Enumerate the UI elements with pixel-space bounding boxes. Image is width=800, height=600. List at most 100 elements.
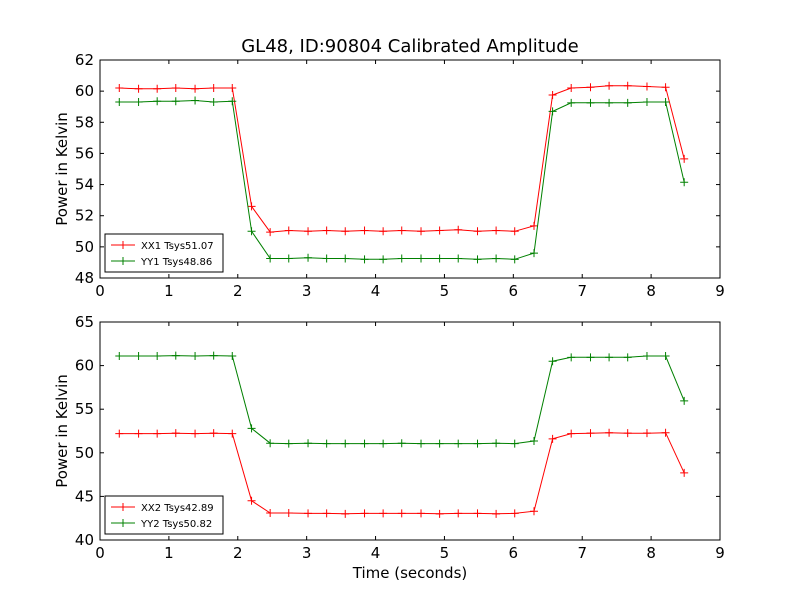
legend-marker-swatch [119,519,127,527]
data-point-marker [153,429,162,438]
data-point-marker [304,509,313,518]
data-point-marker [115,429,124,438]
data-point-marker [304,253,313,262]
data-point-marker [153,84,162,93]
data-point-marker [171,84,180,93]
legend-entry-label: XX2 Tsys42.89 [141,503,214,514]
data-point-marker [304,439,313,448]
data-point-marker [454,254,463,263]
x-tick-label: 2 [233,282,243,300]
data-point-marker [435,439,444,448]
data-point-marker [435,254,444,263]
x-tick-label: 6 [509,544,519,562]
data-point-marker [417,254,426,263]
data-point-marker [209,429,218,438]
data-point-marker [642,429,651,438]
data-point-marker [134,352,143,361]
y-tick-label: 60 [75,82,94,100]
data-point-marker [397,509,406,518]
y-tick-label: 65 [75,313,94,331]
data-point-marker [191,352,200,361]
data-point-marker [623,429,632,438]
x-tick-label: 0 [95,544,105,562]
legend: XX2 Tsys42.89 YY2 Tsys50.82 [104,495,224,535]
x-tick-label: 4 [371,544,381,562]
data-point-marker [510,255,519,264]
data-point-marker [171,429,180,438]
data-point-marker [567,98,576,107]
data-point-marker [209,98,218,107]
x-tick-label: 8 [646,282,656,300]
data-point-marker [454,225,463,234]
data-point-marker [454,439,463,448]
data-point-marker [680,396,689,405]
data-point-marker [417,439,426,448]
data-point-marker [134,429,143,438]
data-point-marker [341,227,350,236]
data-point-marker [360,255,369,264]
data-point-marker [661,428,670,437]
y-tick-label: 50 [75,238,94,256]
x-tick-label: 9 [715,544,725,562]
x-tick-label: 6 [509,282,519,300]
data-point-marker [417,227,426,236]
y-tick-label: 48 [75,269,94,287]
x-tick-label: 3 [302,544,312,562]
x-tick-label: 5 [440,544,450,562]
data-point-marker [360,439,369,448]
series-1 [115,351,689,448]
data-point-marker [247,496,256,505]
data-point-marker [228,84,237,93]
legend-entry-label: XX1 Tsys51.07 [141,241,214,252]
data-point-marker [680,468,689,477]
data-point-marker [304,227,313,236]
data-point-marker [397,439,406,448]
data-point-marker [567,84,576,93]
legend-box [104,495,224,535]
legend-box [104,233,224,273]
data-point-marker [153,352,162,361]
series-0 [115,428,689,518]
data-point-marker [435,509,444,518]
data-point-marker [473,509,482,518]
data-point-marker [605,428,614,437]
data-point-marker [228,429,237,438]
y-tick-label: 58 [75,113,94,131]
data-point-marker [360,226,369,235]
data-point-marker [322,439,331,448]
data-point-marker [567,429,576,438]
data-point-marker [360,509,369,518]
data-point-marker [266,439,275,448]
data-point-marker [284,254,293,263]
data-point-marker [209,351,218,360]
data-point-marker [623,81,632,90]
data-point-marker [115,98,124,107]
data-point-marker [209,84,218,93]
data-point-marker [397,226,406,235]
data-point-marker [548,107,557,116]
data-point-marker [473,255,482,264]
data-point-marker [548,434,557,443]
data-point-marker [247,202,256,211]
data-point-marker [322,226,331,235]
x-tick-label: 4 [371,282,381,300]
plot-area-frame [99,321,721,541]
series-0 [115,81,689,237]
data-point-marker [417,509,426,518]
data-point-marker [341,509,350,518]
data-point-marker [191,429,200,438]
data-point-marker [680,178,689,187]
data-point-marker [492,226,501,235]
data-point-marker [623,353,632,362]
x-tick-label: 7 [577,282,587,300]
data-point-marker [191,84,200,93]
data-point-marker [191,96,200,105]
y-axis-label: Power in Kelvin [53,112,71,226]
series-line [119,355,685,445]
data-point-marker [266,254,275,263]
x-tick-label: 5 [440,282,450,300]
data-point-marker [586,429,595,438]
series-line [119,85,685,233]
